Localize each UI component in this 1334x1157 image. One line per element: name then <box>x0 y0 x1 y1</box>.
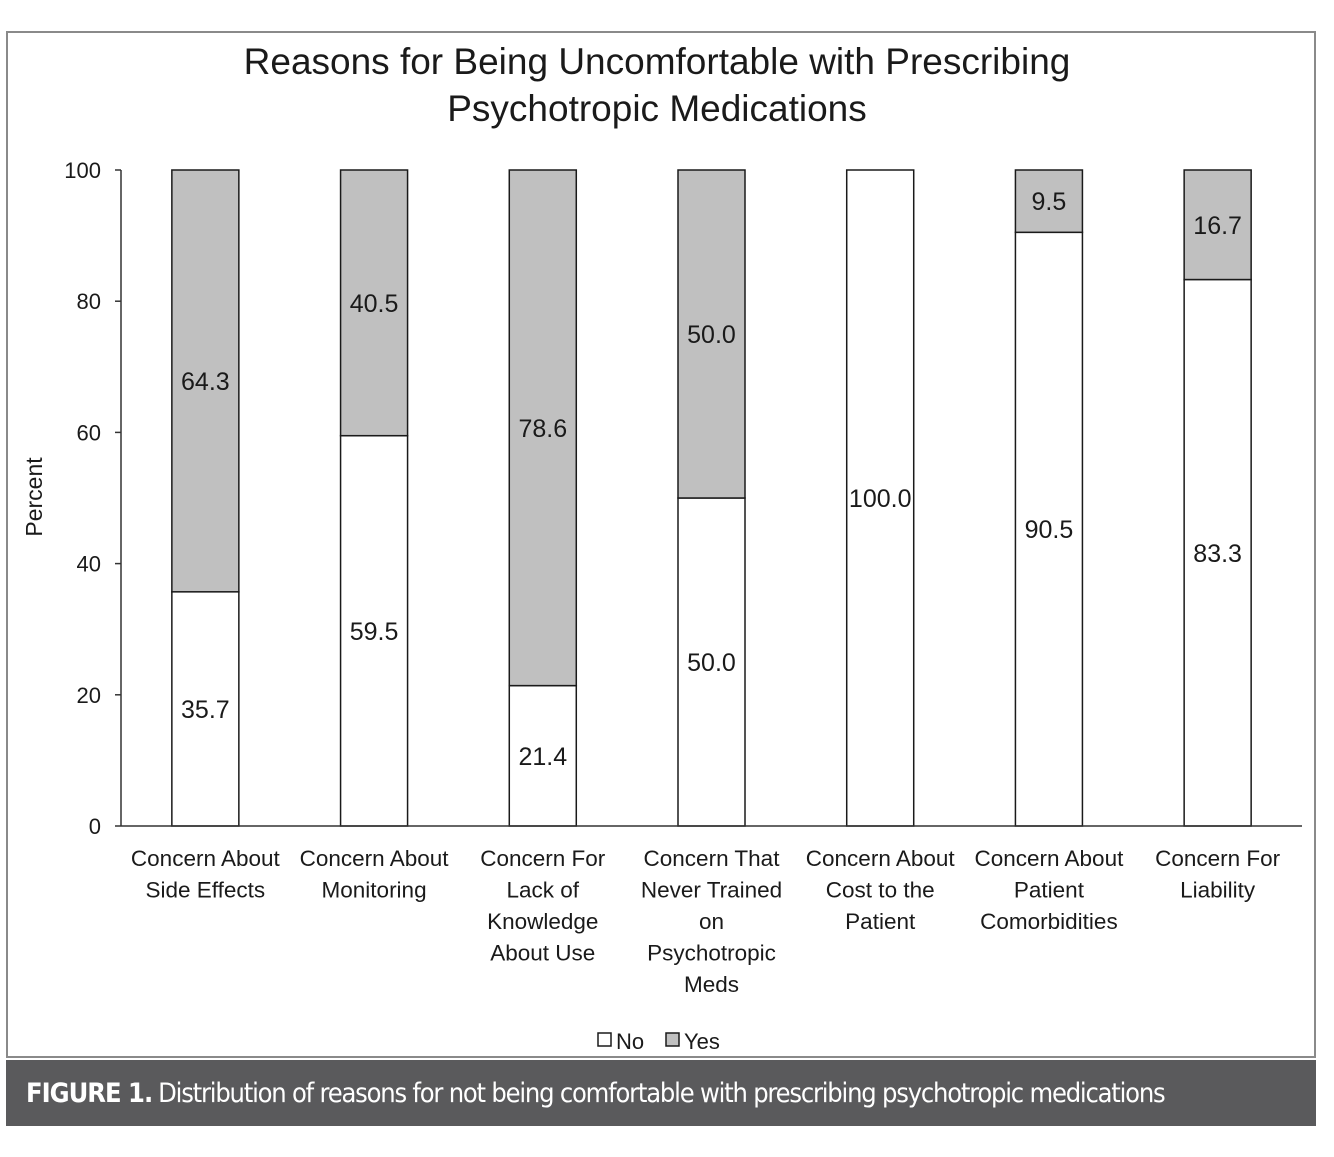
x-category-label: Concern That <box>644 846 781 871</box>
bar-no <box>1183 278 1252 827</box>
x-category-label: Never Trained <box>641 878 782 903</box>
data-label-yes: 16.7 <box>1193 212 1242 240</box>
chart-title: Reasons for Being Uncomfortable with Pre… <box>0 38 1314 132</box>
bar-no <box>845 169 915 827</box>
figure-caption: FIGURE 1. Distribution of reasons for no… <box>6 1060 1316 1126</box>
x-category-label: Patient <box>845 909 916 934</box>
data-label-no: 90.5 <box>1025 516 1074 544</box>
x-category-label: Concern About <box>300 846 450 871</box>
x-category-label: Side Effects <box>146 878 266 903</box>
data-label-no: 83.3 <box>1193 540 1242 568</box>
x-category-label: Patient <box>1014 878 1085 903</box>
legend-label-yes: Yes <box>684 1029 720 1054</box>
y-tick-label: 0 <box>89 814 101 839</box>
data-label-no: 50.0 <box>687 649 736 677</box>
y-tick-label: 40 <box>77 552 101 577</box>
caption-text: Distribution of reasons for not being co… <box>158 1077 1166 1109</box>
chart-title-line-2: Psychotropic Medications <box>447 88 867 129</box>
bar-no <box>677 497 746 827</box>
x-category-label: About Use <box>490 941 595 966</box>
x-category-label: Meds <box>684 972 739 997</box>
data-label-yes: 64.3 <box>181 368 230 396</box>
y-axis-label: Percent <box>21 457 47 537</box>
bar-yes <box>339 169 409 437</box>
legend-label-no: No <box>616 1029 644 1054</box>
data-label-no: 59.5 <box>350 618 399 646</box>
y-tick-label: 80 <box>77 289 101 314</box>
data-label-no: 35.7 <box>181 696 230 724</box>
data-label-no: 100.0 <box>849 485 912 513</box>
caption-label: FIGURE 1. <box>26 1077 153 1109</box>
bar-yes <box>508 169 578 687</box>
x-category-label: Lack of <box>507 878 580 903</box>
data-label-yes: 50.0 <box>687 321 736 349</box>
legend-swatch-no <box>597 1032 612 1047</box>
x-category-label: Concern For <box>480 846 606 871</box>
bar-yes <box>1183 169 1252 281</box>
x-category-label: Concern About <box>131 846 281 871</box>
chart-title-line-1: Reasons for Being Uncomfortable with Pre… <box>243 41 1071 82</box>
y-tick-label: 100 <box>64 158 101 183</box>
data-label-yes: 40.5 <box>350 290 399 318</box>
x-category-label: Knowledge <box>487 909 598 934</box>
x-category-label: Comorbidities <box>980 909 1118 934</box>
y-tick-label: 20 <box>77 683 101 708</box>
x-category-label: on <box>699 909 724 934</box>
x-category-label: Psychotropic <box>647 941 776 966</box>
bar-yes <box>677 169 746 499</box>
data-label-yes: 78.6 <box>518 415 567 443</box>
y-tick-label: 60 <box>77 420 101 445</box>
x-category-label: Liability <box>1180 878 1256 903</box>
stacked-bar-chart: 0 20 40 60 80 100 Percent 35.7 64.3 Concern About… <box>21 158 1302 1054</box>
x-category-label: Cost to the <box>826 878 935 903</box>
bar-yes <box>171 169 240 593</box>
x-category-label: Concern About <box>974 846 1124 871</box>
data-label-no: 21.4 <box>518 743 567 771</box>
data-label-yes: 9.5 <box>1032 188 1067 216</box>
bar-yes <box>1014 169 1084 234</box>
x-category-label: Concern For <box>1155 846 1281 871</box>
x-category-label: Concern About <box>806 846 956 871</box>
x-category-label: Monitoring <box>322 878 427 903</box>
legend-swatch-yes <box>665 1032 680 1047</box>
